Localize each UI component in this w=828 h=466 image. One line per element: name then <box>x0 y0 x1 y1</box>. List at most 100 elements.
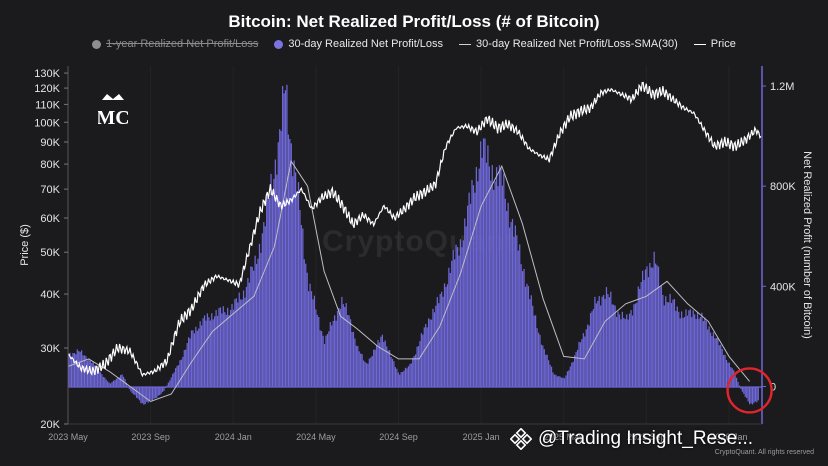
bar <box>336 311 339 387</box>
bar <box>445 287 447 387</box>
bar <box>472 185 475 387</box>
bar <box>325 335 327 387</box>
bar <box>666 302 668 387</box>
bar <box>746 386 748 399</box>
bar <box>406 368 408 387</box>
bar <box>490 180 492 387</box>
bar <box>545 354 547 387</box>
bar <box>750 386 752 404</box>
bar <box>578 341 580 387</box>
bar <box>102 376 104 387</box>
bar <box>134 386 136 396</box>
right-axis-title: Net Realized Profit (number of Bitcoin) <box>801 151 813 339</box>
bar <box>754 386 756 402</box>
bar <box>131 386 133 394</box>
bar <box>595 303 597 387</box>
bar <box>652 267 654 387</box>
bar <box>594 296 596 387</box>
bar <box>185 349 187 387</box>
bar <box>302 228 304 387</box>
bar <box>166 385 168 387</box>
bar <box>741 386 743 392</box>
bar <box>559 376 561 387</box>
bar <box>196 330 198 387</box>
bar <box>435 305 437 387</box>
bar <box>403 370 405 387</box>
bar <box>696 312 699 387</box>
bar <box>478 168 480 387</box>
bar <box>558 375 560 387</box>
bar <box>660 285 663 387</box>
legend-label-30d: 30-day Realized Net Profit/Loss <box>288 38 444 50</box>
bar <box>400 372 402 387</box>
bar <box>707 329 709 387</box>
bar <box>617 311 619 387</box>
bar <box>229 309 232 387</box>
bar <box>500 167 502 387</box>
bar <box>656 265 658 387</box>
bar <box>308 291 310 387</box>
left-tick-label: 30K <box>40 343 60 355</box>
bar <box>287 134 289 387</box>
bar <box>669 293 671 387</box>
bar <box>574 355 576 387</box>
legend-item-sma[interactable]: 30-day Realized Net Profit/Loss-SMA(30) <box>459 38 678 50</box>
bar <box>68 353 70 387</box>
bar <box>368 358 370 387</box>
bar <box>587 324 589 387</box>
bar <box>744 386 746 397</box>
sma-series <box>67 159 750 403</box>
bar <box>673 299 676 387</box>
bar <box>147 386 149 403</box>
bar <box>725 359 728 387</box>
bar <box>167 382 169 387</box>
credit-text: CryptoQuant. All rights reserved <box>714 449 814 456</box>
bar <box>514 225 516 387</box>
legend-item-1y-net-profit[interactable]: 1-year Realized Net Profit/Loss <box>92 38 258 50</box>
bar <box>487 145 489 387</box>
bar <box>526 283 528 387</box>
bar <box>728 362 730 387</box>
bar <box>521 271 524 387</box>
legend-item-30d-net-profit[interactable]: 30-day Realized Net Profit/Loss <box>274 38 443 50</box>
legend: 1-year Realized Net Profit/Loss 30-day R… <box>0 38 828 50</box>
bar <box>462 240 464 387</box>
bar <box>572 361 574 387</box>
bar <box>602 294 605 387</box>
price-series <box>68 81 762 378</box>
bar <box>360 353 362 387</box>
bar <box>195 326 197 387</box>
bar <box>227 307 229 387</box>
source-overlay-text: @Trading Insight_Rese... <box>538 428 754 449</box>
bar <box>591 311 593 387</box>
bar <box>482 138 485 387</box>
bar <box>662 294 664 387</box>
x-tick-label: 2025 Sep <box>627 432 666 442</box>
bar <box>740 386 742 390</box>
bar <box>277 142 279 387</box>
bar <box>628 313 631 387</box>
bar <box>451 260 453 387</box>
left-tick-label: 80K <box>40 159 60 171</box>
bar <box>143 386 145 405</box>
bar <box>718 345 720 387</box>
bar <box>410 363 412 387</box>
bar <box>720 344 722 387</box>
bar <box>721 349 723 387</box>
bar <box>604 298 606 387</box>
bar <box>377 340 379 387</box>
chart-title: Bitcoin: Net Realized Profit/Loss (# of … <box>228 12 600 31</box>
left-tick-label: 110K <box>35 99 61 111</box>
bar <box>589 313 592 387</box>
bar <box>310 291 313 387</box>
legend-item-price[interactable]: Price <box>693 38 736 50</box>
bar <box>374 349 376 387</box>
left-tick-label: 90K <box>40 137 60 149</box>
bar <box>338 307 340 387</box>
bar <box>686 315 689 387</box>
bar <box>186 343 188 387</box>
bar <box>631 315 634 387</box>
bar <box>144 386 146 405</box>
bar <box>329 322 331 387</box>
bar <box>456 247 459 387</box>
